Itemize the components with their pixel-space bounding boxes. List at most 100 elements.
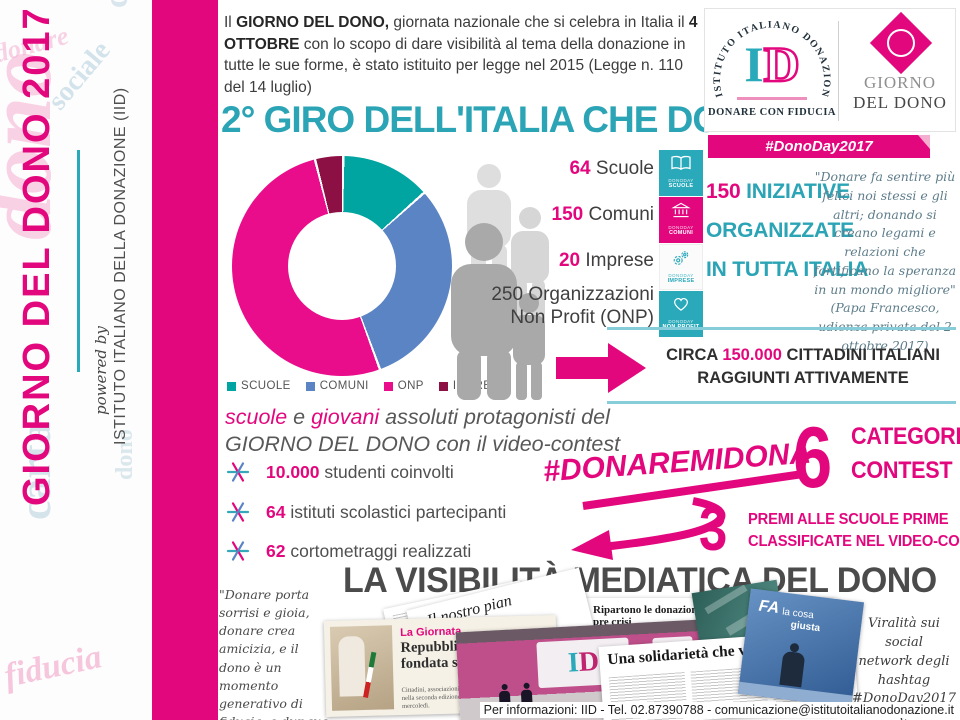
iid-arc-text: ISTITUTO ITALIANO DONAZIONE [707,11,831,99]
bullet-label: istituti scolastici partecipanti [290,501,507,522]
right-arrow-icon [556,343,646,393]
initiatives-line: IN TUTTA ITALIA [706,258,869,281]
prizes-number: 3 [699,495,728,564]
powered-by-label: powered by [92,326,110,415]
bullet-number: 62 [266,540,286,561]
mattarella-quote: "Donare porta sorrisi e gioia, donare cr… [219,587,329,720]
social-note-line: Viralità sui social [868,616,940,650]
donoday-ribbon: #DonoDay2017 [708,135,930,158]
asterisk-icon [226,462,250,482]
contest-intro-text: e [287,405,312,429]
badge-strip: DONODAY SCUOLE DONODAY COMUNI DONODAY IM… [659,150,703,338]
gears-icon [673,251,689,265]
bullet-label: cortometraggi realizzati [290,540,472,561]
iid-logo: ISTITUTO ITALIANO DONAZIONE ID DONARE CO… [707,9,837,131]
sidebar-divider-line [77,150,80,372]
legend-swatch [227,381,236,391]
badge-comuni: DONODAY COMUNI [659,197,703,243]
iid-underline [737,97,807,100]
logo-divider [838,21,839,121]
footer-contact: Per informazioni: IID - Tel. 02.87390788… [479,702,958,718]
categories-label-1: CATEGORIE [851,423,960,450]
tv-caption: giusta [790,619,821,635]
legend-swatch [305,381,315,391]
bullet-number: 64 [266,501,286,522]
legend-label: ONP [397,380,424,392]
donut-chart [232,156,452,376]
crowd-silhouettes-icon [451,164,549,400]
stat-label: Comuni [588,204,654,225]
reach-line1: CIRCA 150.000 CITTADINI ITALIANI [648,344,958,367]
divider-line-top [607,327,956,330]
legend-label: SCUOLE [241,380,291,392]
contest-intro: scuole e giovani assoluti protagonisti d… [225,404,620,458]
tv-caption: FA [757,597,781,617]
iid-letters: ID [707,36,837,92]
ribbon-fold-icon [918,135,930,149]
reach-line2: RAGGIUNTI ATTIVAMENTE [697,368,909,387]
watermark-word: fiducia [1,638,105,695]
tv-caption: la cosa [781,606,815,622]
legend-item: SCUOLE [227,380,291,392]
clipping-kicker: La Giornata [399,625,462,640]
social-note-line: network degli [858,653,950,669]
intro-text: con lo scopo di dare visibilità al tema … [224,35,686,97]
intro-paragraph: Il GIORNO DEL DONO, giornata nazionale c… [224,12,698,99]
bank-icon [671,202,691,218]
social-note: Viralità sui social network degli hashta… [850,615,958,720]
bullet-text: 62 cortometraggi realizzati [266,541,471,562]
highlight-word: giovani [311,405,380,429]
badge-label-small: DONODAY [668,178,694,183]
intro-bold: 4 OTTOBRE [224,14,698,53]
intro-text: Il [224,14,237,31]
bullet-row: 10.000 studenti coinvolti [226,460,454,484]
giorno-del-dono-logo: GIORNO DEL DONO [845,9,955,131]
iid-letter-i: I [744,36,764,92]
reach-text: CIRCA 150.000 CITTADINI ITALIANI RAGGIUN… [648,344,958,390]
intro-bold: GIORNO DEL DONO, [236,14,390,31]
org-label: ISTITUTO ITALIANO DELLA DONAZIONE (IID) [112,87,129,445]
iid-letter-d: D [762,36,801,92]
watermark-word: civile [98,0,136,8]
pope-photo [329,625,395,711]
badge-label-small: DONODAY [668,225,694,230]
studio-letter-d: D [577,646,600,679]
bullet-row: 62 cortometraggi realizzati [226,539,471,563]
media-section-title: LA VISIBILITÀ MEDIATICA DEL DONO [343,561,937,600]
initiatives-block: 150 INIZIATIVE ORGANIZZATE IN TUTTA ITAL… [706,180,868,297]
stat-label: Imprese [585,250,654,271]
tv-guest-figure [779,650,806,688]
asterisk-icon [226,502,250,522]
contest-intro-line1: scuole e giovani assoluti protagonisti d… [225,404,620,431]
highlight-word: scuole [225,405,288,429]
initiatives-number: 150 [706,180,741,203]
contest-intro-text: assoluti protagonisti del [379,405,610,429]
sidebar-watermark: dono sociale civile donare carta fiducia… [0,0,153,720]
reach-number: 150.000 [722,346,782,364]
sidebar-title: GIORNO DEL DONO 2017 [16,6,58,506]
clipping-tv-fa-cosa-giusta: FA la cosa giusta [737,588,865,708]
book-icon [671,155,691,171]
stat-row: 150 Comuni [552,204,654,226]
badge-label: COMUNI [668,230,694,236]
iid-tagline: DONARE CON FIDUCIA [707,107,836,118]
donut-hole [288,212,396,320]
categories-label-2: CONTEST [851,457,953,484]
bullet-text: 10.000 studenti coinvolti [266,462,454,483]
stat-row: 20 Imprese [559,250,654,272]
heart-icon [674,297,688,311]
stat-row: 64 Scuole [569,158,654,180]
gdd-title-line2: DEL DONO [853,93,947,112]
stat-number: 20 [558,250,581,271]
pope-figure [338,636,366,697]
badge-label: SCUOLE [668,183,694,189]
initiatives-word: INIZIATIVE [746,180,850,203]
page-title: 2° GIRO DELL'ITALIA CHE DONA [221,99,773,140]
badge-label: IMPRESE [667,278,695,284]
badge-non-profit: DONODAY NON PROFIT [659,291,703,337]
legend-swatch [438,381,448,391]
prizes-line-2: CLASSIFICATE NEL VIDEO-CONTEST [748,533,960,550]
pope-quote: "Donare fa sentire più felici noi stessi… [813,169,957,353]
legend-label: COMUNI [319,380,369,392]
